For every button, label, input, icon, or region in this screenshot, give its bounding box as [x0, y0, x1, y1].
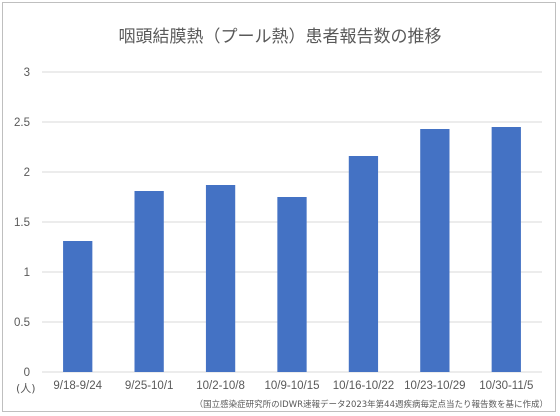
- bar: [134, 191, 164, 372]
- y-tick-label: 0.5: [14, 317, 30, 329]
- y-tick-label: 2.5: [14, 117, 30, 129]
- bar: [63, 241, 93, 372]
- y-unit-label: (人): [16, 382, 36, 395]
- y-tick-label: 3: [24, 67, 30, 79]
- chart-title: 咽頭結膜熱（プール熱）患者報告数の推移: [119, 27, 442, 47]
- x-tick-label: 10/2-10/8: [196, 380, 245, 392]
- x-tick-label: 10/16-10/22: [333, 380, 394, 392]
- x-tick-label: 9/18-9/24: [53, 380, 102, 392]
- bars: [63, 127, 521, 372]
- x-axis-ticks: 9/18-9/24 9/25-10/1 10/2-10/8 10/9-10/15 10/…: [53, 380, 533, 392]
- x-tick-label: 10/30-11/5: [479, 380, 533, 392]
- y-tick-label: 2: [24, 167, 30, 179]
- y-axis-ticks: 0 0.5 1 1.5 2 2.5 3: [14, 67, 30, 379]
- gridlines: [42, 71, 542, 373]
- x-tick-label: 10/23-10/29: [404, 380, 465, 392]
- source-note: （国立感染症研究所のIDWR速報データ2023年第44週疾病毎定点当たり報告数を…: [195, 399, 548, 410]
- bar: [277, 197, 307, 372]
- bar: [420, 129, 450, 372]
- y-tick-label: 1.5: [14, 217, 30, 229]
- x-tick-label: 9/25-10/1: [125, 380, 174, 392]
- bar: [348, 156, 379, 372]
- y-tick-label: 1: [24, 267, 30, 279]
- bar: [205, 185, 236, 372]
- x-tick-label: 10/9-10/15: [265, 380, 320, 392]
- y-tick-label: 0: [24, 367, 30, 379]
- bar: [491, 127, 521, 372]
